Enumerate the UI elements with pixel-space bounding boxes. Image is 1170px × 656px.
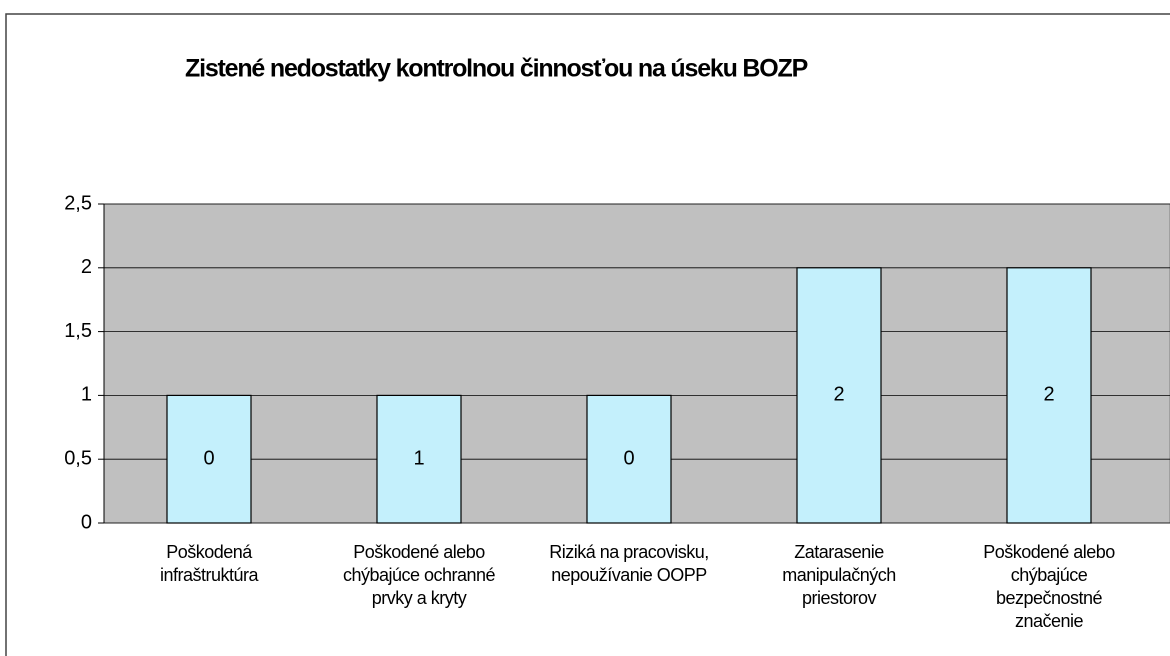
bar-label: 2 [833, 384, 844, 406]
bar-label: 0 [623, 447, 634, 469]
bar-label: 0 [203, 447, 214, 469]
bar [1006, 267, 1092, 524]
y-tick-label: 2 [81, 256, 92, 278]
x-tick-label: Zatarasenie manipulačných priestorov [782, 542, 896, 608]
chart-frame [5, 13, 1170, 656]
y-tick-label: 2,5 [64, 192, 92, 214]
chart-title: Zistené nedostatky kontrolnou činnosťou … [185, 55, 808, 83]
x-tick-label: Poškodené alebo chýbajúce bezpečnostné z… [983, 542, 1115, 631]
bar [586, 394, 672, 524]
y-tick-label: 0 [81, 511, 92, 533]
x-tick-label: Poškodená infraštruktúra [159, 542, 259, 585]
bar [796, 267, 882, 524]
bar-label: 1 [413, 447, 424, 469]
y-tick-label: 1,5 [64, 320, 92, 342]
bar-label: 2 [1043, 384, 1054, 406]
x-tick-label: Riziká na pracovisku, nepoužívanie OOPP [549, 542, 709, 585]
y-tick-label: 0,5 [64, 447, 92, 469]
x-tick-label: Poškodené alebo chýbajúce ochranné prvky… [342, 542, 496, 608]
bar [166, 394, 252, 524]
y-tick-label: 1 [81, 384, 92, 406]
bar [376, 394, 462, 524]
